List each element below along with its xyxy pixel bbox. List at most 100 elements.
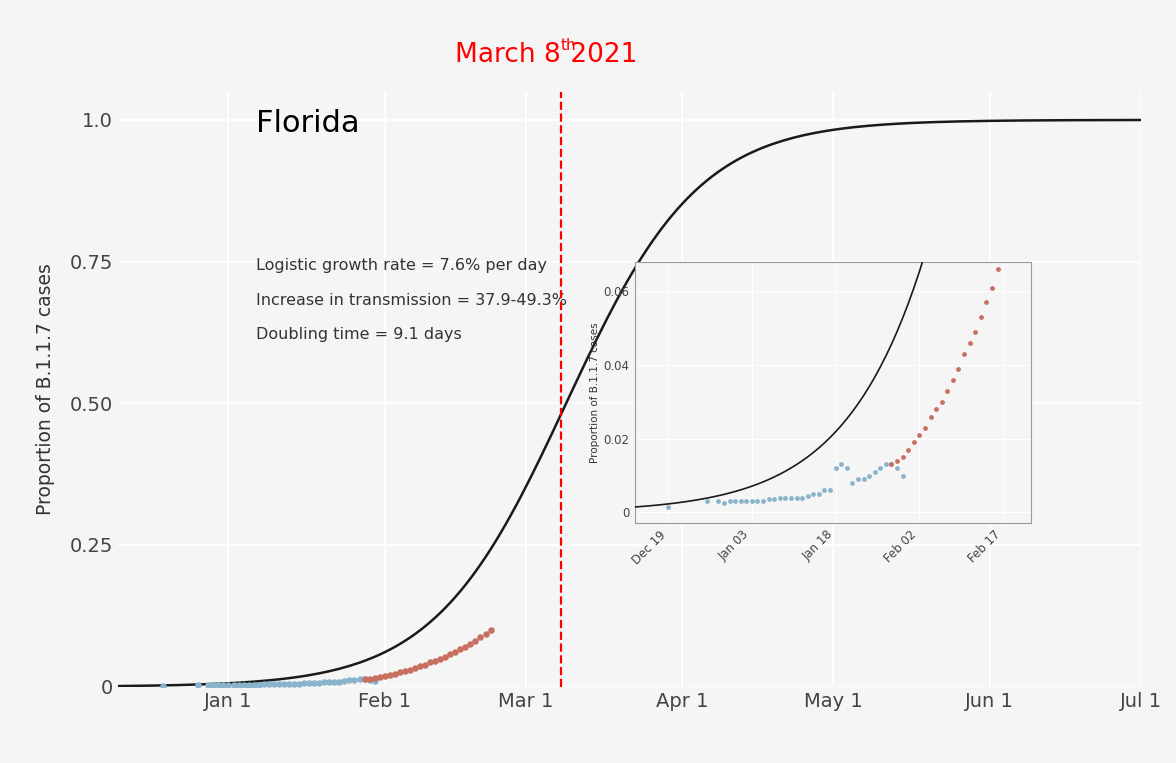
Point: [726, 495, 744, 507]
Point: [305, 677, 323, 689]
Point: [961, 336, 980, 349]
Point: [315, 676, 334, 688]
Point: [787, 491, 806, 504]
Point: [770, 491, 789, 504]
Point: [360, 673, 379, 685]
Point: [916, 421, 935, 433]
Point: [300, 678, 319, 690]
Point: [456, 641, 475, 653]
Point: [401, 664, 420, 676]
Text: Logistic growth rate = 7.6% per day: Logistic growth rate = 7.6% per day: [255, 258, 547, 273]
Point: [199, 679, 218, 691]
Point: [921, 410, 940, 423]
Point: [219, 679, 238, 691]
Text: Florida: Florida: [255, 109, 360, 138]
Point: [154, 680, 173, 692]
Point: [446, 646, 465, 658]
Point: [370, 671, 389, 683]
Point: [330, 675, 349, 687]
Point: [441, 649, 460, 661]
Point: [659, 501, 677, 513]
Point: [189, 679, 208, 691]
Point: [355, 673, 374, 685]
Y-axis label: Proportion of B.1.1.7 cases: Proportion of B.1.1.7 cases: [36, 263, 55, 515]
Point: [697, 495, 716, 507]
Point: [360, 674, 379, 686]
Point: [269, 678, 288, 691]
Point: [882, 459, 901, 471]
Point: [760, 494, 779, 506]
Text: Increase in transmission = 37.9-49.3%: Increase in transmission = 37.9-49.3%: [255, 293, 567, 307]
Point: [436, 651, 455, 663]
Point: [871, 462, 890, 475]
Point: [827, 462, 846, 475]
Point: [285, 678, 303, 690]
Point: [876, 459, 895, 471]
Point: [386, 668, 405, 680]
Point: [782, 491, 801, 504]
Y-axis label: Proportion of B.1.1.7 cases: Proportion of B.1.1.7 cases: [589, 322, 600, 463]
Point: [971, 311, 990, 324]
Point: [430, 653, 449, 665]
Text: 2021: 2021: [562, 42, 637, 68]
Point: [938, 385, 957, 397]
Point: [239, 679, 258, 691]
Point: [888, 455, 907, 467]
Point: [709, 495, 728, 507]
Text: th: th: [561, 38, 576, 53]
Point: [815, 485, 834, 497]
Point: [203, 679, 222, 691]
Point: [799, 490, 817, 502]
Point: [910, 429, 929, 441]
Point: [350, 673, 369, 685]
Point: [764, 494, 783, 506]
Point: [793, 491, 811, 504]
Point: [988, 263, 1007, 275]
Point: [949, 362, 968, 375]
Point: [380, 668, 399, 681]
Point: [866, 465, 884, 478]
Point: [888, 462, 907, 475]
Point: [776, 491, 795, 504]
Point: [955, 348, 974, 360]
Point: [849, 473, 868, 485]
Point: [366, 675, 385, 687]
Point: [375, 670, 394, 682]
Point: [345, 674, 363, 686]
Point: [715, 497, 734, 509]
Point: [476, 628, 495, 640]
Point: [335, 675, 354, 687]
Point: [748, 495, 767, 507]
Point: [280, 678, 299, 691]
Point: [249, 678, 268, 691]
Point: [965, 326, 984, 338]
Point: [731, 495, 750, 507]
Point: [309, 677, 328, 689]
Point: [933, 396, 951, 408]
Point: [450, 643, 469, 655]
Point: [927, 403, 946, 415]
Point: [882, 459, 901, 471]
Point: [481, 624, 500, 636]
Point: [754, 495, 773, 507]
Point: [340, 674, 359, 687]
Point: [325, 675, 343, 687]
Point: [720, 495, 739, 507]
Point: [366, 672, 385, 684]
Point: [904, 436, 923, 449]
Point: [245, 678, 263, 691]
Point: [320, 676, 339, 688]
Text: March 8: March 8: [455, 42, 561, 68]
Point: [260, 678, 279, 691]
Point: [274, 678, 293, 691]
Point: [295, 678, 314, 690]
Point: [225, 679, 243, 691]
Point: [983, 282, 1002, 294]
Point: [831, 459, 850, 471]
Point: [821, 485, 840, 497]
Point: [426, 655, 445, 667]
Point: [265, 678, 283, 691]
Point: [390, 666, 409, 678]
Point: [355, 673, 374, 685]
Point: [466, 635, 485, 647]
